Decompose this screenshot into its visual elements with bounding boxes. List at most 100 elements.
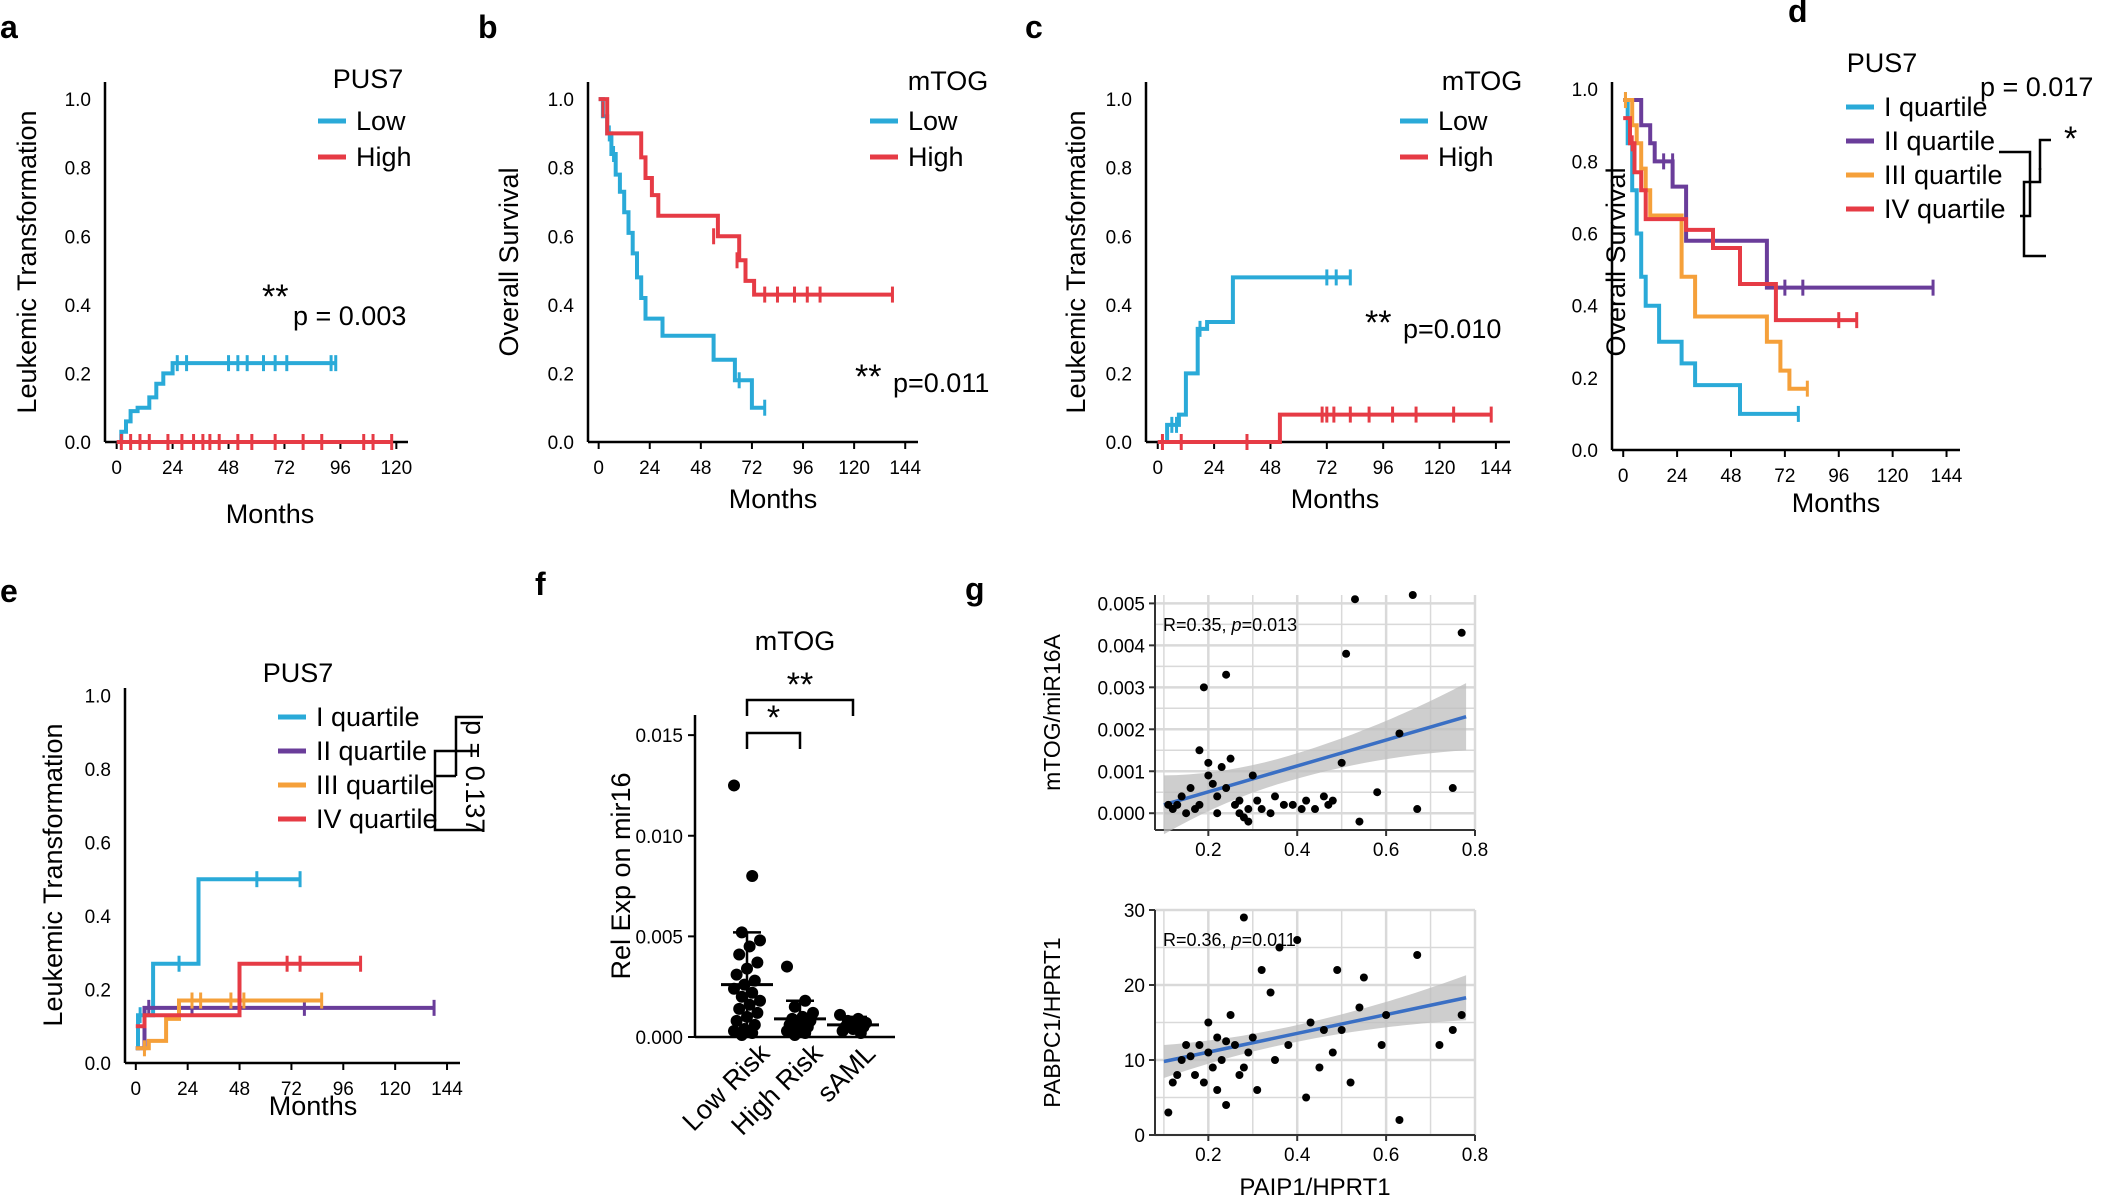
data-point xyxy=(1222,670,1231,679)
data-point xyxy=(781,960,793,973)
legend-label: III quartile xyxy=(316,770,435,800)
annotation-p-symbol: p xyxy=(1231,615,1242,635)
data-point xyxy=(1284,1041,1293,1049)
data-point xyxy=(730,1014,743,1027)
y-tick-label: 0.0 xyxy=(548,433,574,454)
y-tick-label: 1.0 xyxy=(65,90,91,111)
data-point xyxy=(1213,1086,1222,1094)
y-tick-label: 0.2 xyxy=(65,364,91,385)
y-tick-label: 0.8 xyxy=(548,159,574,180)
data-point xyxy=(735,1028,748,1041)
legend-label: II quartile xyxy=(1884,126,1995,156)
y-tick-label: 0.005 xyxy=(1097,594,1145,615)
data-point xyxy=(743,940,756,953)
y-axis-label-d: Overall Survival xyxy=(1601,167,1631,356)
panel-label-a: a xyxy=(0,9,18,45)
annotation-p-value: =0.013 xyxy=(1242,615,1298,635)
data-point xyxy=(1253,796,1262,805)
data-point xyxy=(1302,796,1311,805)
data-point xyxy=(1413,951,1422,959)
significance-stars: ** xyxy=(1365,304,1391,342)
data-point xyxy=(1337,758,1346,767)
data-point xyxy=(1222,1037,1231,1046)
bracket-outer xyxy=(2038,138,2051,170)
data-point xyxy=(1342,649,1351,658)
x-axis-label-g_bottom: PAIP1/HPRT1 xyxy=(1239,1174,1390,1201)
data-point xyxy=(730,968,743,981)
panel-label-d: d xyxy=(1788,0,1808,29)
data-point xyxy=(1204,1048,1213,1057)
chart-title-f: mTOG xyxy=(755,626,836,656)
y-tick-label: 1.0 xyxy=(548,90,574,111)
data-point xyxy=(1297,805,1306,814)
data-point xyxy=(1248,1033,1257,1042)
data-point xyxy=(733,1002,746,1015)
data-point xyxy=(754,934,766,947)
data-point xyxy=(1257,966,1266,974)
data-point xyxy=(735,990,748,1003)
x-tick-label: 0 xyxy=(131,1079,142,1100)
data-point xyxy=(1244,817,1253,826)
p-value-label: p = 0.003 xyxy=(293,301,406,331)
panel-g_bottom: 0.2 0.4 0.6 0.8 0 10 20 30 R=0.36, p=0.011 PABPC1… xyxy=(1039,901,1488,1201)
x-tick-label: 0.6 xyxy=(1373,1145,1399,1166)
data-point xyxy=(1328,1048,1337,1057)
data-point xyxy=(1204,758,1213,767)
x-tick-label: 96 xyxy=(792,458,813,479)
data-point xyxy=(854,1026,867,1039)
x-tick-label: 24 xyxy=(177,1079,199,1100)
km-curve-low xyxy=(116,361,336,444)
data-point xyxy=(1173,1071,1182,1079)
x-tick-label: 0 xyxy=(593,458,604,479)
data-point xyxy=(754,994,766,1007)
data-point xyxy=(1333,966,1342,974)
y-tick-label: 0.0 xyxy=(1572,441,1598,462)
km-curve-high xyxy=(598,97,893,297)
data-point xyxy=(1337,1026,1346,1034)
panel-c: c 0 24 48 72 96 120 144 0.0 0.2 0.4 0.6 0.8 1.0 Months… xyxy=(1025,9,1522,514)
p-value-label: p = 0.017 xyxy=(1980,72,2093,102)
y-tick-label: 0.6 xyxy=(65,227,91,248)
y-axis-label-g_bottom: PABPC1/HPRT1 xyxy=(1039,937,1065,1107)
y-tick-label: 0.4 xyxy=(85,907,112,928)
y-tick-label: 0.8 xyxy=(65,159,91,180)
data-point xyxy=(1346,1078,1355,1087)
data-point xyxy=(1279,800,1288,809)
data-point xyxy=(1395,729,1404,738)
x-tick-label: 0.6 xyxy=(1373,840,1399,861)
x-tick-label: 96 xyxy=(1828,466,1849,487)
data-point xyxy=(1239,913,1248,922)
annotation-r: R=0.35, xyxy=(1163,615,1232,635)
data-point xyxy=(1199,1078,1208,1087)
x-tick-label: 24 xyxy=(162,458,184,479)
y-tick-label: 0.6 xyxy=(1572,225,1598,246)
panel-d: d 0 24 48 72 96 120 144 0.0 0.2 0.4 0.6 0.8 1.0 Months… xyxy=(1572,0,2094,518)
data-point xyxy=(1457,1011,1466,1019)
annotation-r: R=0.36, xyxy=(1163,930,1232,950)
data-point xyxy=(1253,1086,1262,1094)
data-point xyxy=(1266,988,1275,997)
y-axis-label-b: Overall Survival xyxy=(494,167,524,356)
data-point xyxy=(1199,683,1208,692)
y-tick-label: 0.001 xyxy=(1097,762,1145,783)
data-point xyxy=(1173,800,1182,809)
km-curve-iv-quartile xyxy=(1623,116,1857,323)
y-tick-label: 0.6 xyxy=(1106,227,1132,248)
sig-bracket xyxy=(745,698,855,716)
data-point xyxy=(1217,1056,1226,1064)
y-tick-label: 10 xyxy=(1124,1051,1145,1072)
data-point xyxy=(1288,800,1297,809)
y-tick-label: 0.005 xyxy=(635,927,683,948)
legend-label: High xyxy=(356,142,412,172)
x-tick-label: 0.8 xyxy=(1462,1145,1488,1166)
x-tick-label: 48 xyxy=(1260,458,1281,479)
y-tick-label: 0.2 xyxy=(1106,364,1132,385)
data-point xyxy=(1235,1071,1244,1079)
data-point xyxy=(1244,1048,1253,1057)
data-point xyxy=(746,986,759,999)
legend-label: IV quartile xyxy=(316,804,438,834)
y-tick-label: 0.4 xyxy=(548,296,575,317)
legend-label: I quartile xyxy=(1884,92,1988,122)
data-point xyxy=(1319,1026,1328,1034)
